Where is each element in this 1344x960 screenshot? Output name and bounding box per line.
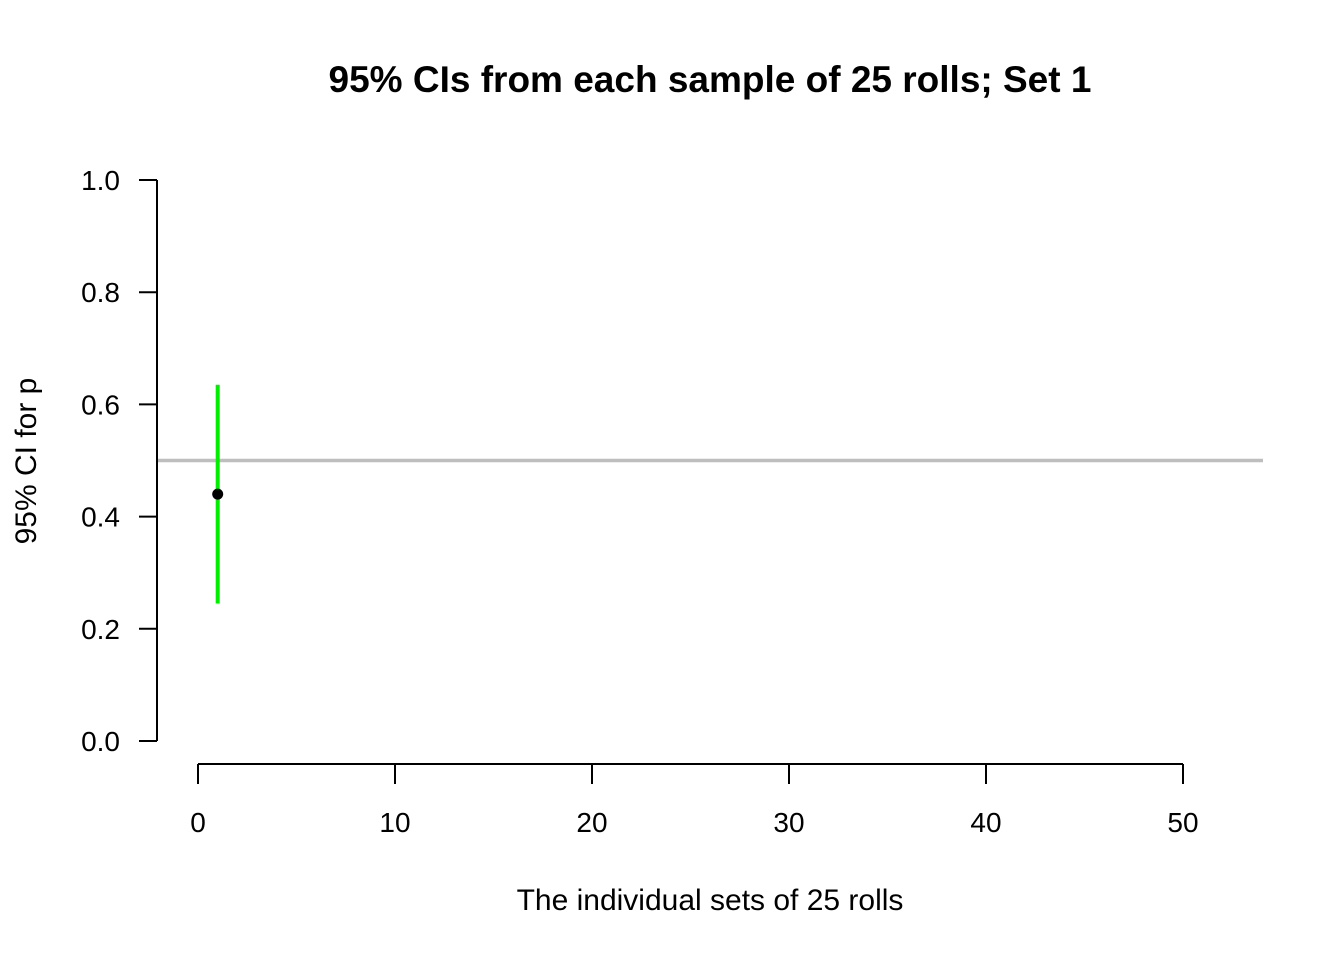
ci-marks xyxy=(212,384,224,604)
x-axis: 0 10 20 30 40 50 xyxy=(190,763,1199,838)
y-tick-label-1: 0.2 xyxy=(81,614,120,645)
x-tick-label-1: 10 xyxy=(379,807,410,838)
x-tick-label-5: 50 xyxy=(1167,807,1198,838)
y-tick-label-2: 0.4 xyxy=(81,502,120,533)
y-tick-label-5: 1.0 xyxy=(81,165,120,196)
y-tick-label-3: 0.6 xyxy=(81,389,120,420)
y-axis-label: 95% CI for p xyxy=(10,378,43,545)
x-tick-label-3: 30 xyxy=(773,807,804,838)
x-tick-label-0: 0 xyxy=(190,807,206,838)
x-tick-label-2: 20 xyxy=(576,807,607,838)
ci-estimate-point-0 xyxy=(212,488,224,500)
x-axis-label: The individual sets of 25 rolls xyxy=(517,884,904,917)
y-tick-label-4: 0.8 xyxy=(81,277,120,308)
y-axis: 0.0 0.2 0.4 0.6 0.8 1.0 xyxy=(81,165,158,757)
x-tick-label-4: 40 xyxy=(970,807,1001,838)
y-tick-label-0: 0.0 xyxy=(81,726,120,757)
chart-title: 95% CIs from each sample of 25 rolls; Se… xyxy=(329,59,1092,100)
